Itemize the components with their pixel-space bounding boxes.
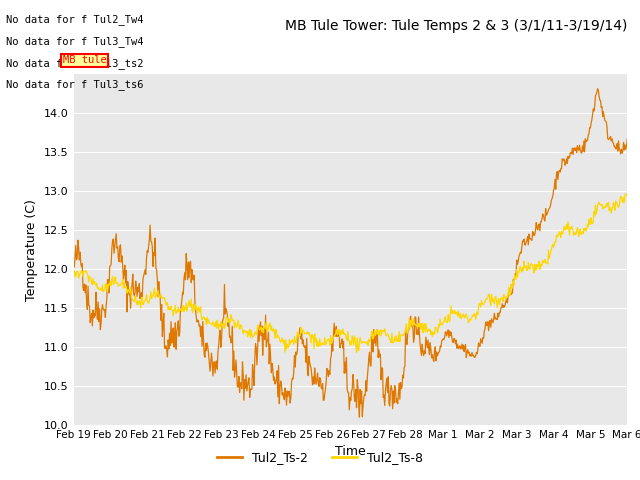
Tul2_Ts-8 xyxy=(623,193,631,199)
Line: Tul2_Ts-2: Tul2_Ts-2 xyxy=(74,89,627,417)
Text: No data for f Tul3_ts2: No data for f Tul3_ts2 xyxy=(6,58,144,69)
Text: No data for f Tul3_Tw4: No data for f Tul3_Tw4 xyxy=(6,36,144,47)
Tul2_Ts-8 xyxy=(70,276,77,282)
Tul2_Ts-2 xyxy=(264,337,271,343)
Tul2_Ts-8 xyxy=(439,320,447,325)
Tul2_Ts-2 xyxy=(237,380,244,385)
Tul2_Ts-2 xyxy=(408,324,416,329)
Tul2_Ts-8 xyxy=(264,329,271,335)
Tul2_Ts-2 xyxy=(356,414,364,420)
Tul2_Ts-8 xyxy=(623,191,630,197)
Tul2_Ts-2 xyxy=(134,289,142,295)
Text: MB tule: MB tule xyxy=(63,55,106,65)
Tul2_Ts-8 xyxy=(408,324,416,329)
Y-axis label: Temperature (C): Temperature (C) xyxy=(26,199,38,300)
Text: No data for f Tul3_ts6: No data for f Tul3_ts6 xyxy=(6,79,144,90)
Tul2_Ts-8 xyxy=(285,345,292,350)
Tul2_Ts-2 xyxy=(70,262,77,267)
Tul2_Ts-2 xyxy=(285,388,292,394)
Text: MB Tule Tower: Tule Temps 2 & 3 (3/1/11-3/19/14): MB Tule Tower: Tule Temps 2 & 3 (3/1/11-… xyxy=(285,19,627,33)
Line: Tul2_Ts-8: Tul2_Ts-8 xyxy=(74,194,627,352)
Tul2_Ts-8 xyxy=(134,301,142,307)
Tul2_Ts-8 xyxy=(353,349,360,355)
Legend: Tul2_Ts-2, Tul2_Ts-8: Tul2_Ts-2, Tul2_Ts-8 xyxy=(212,446,428,469)
Tul2_Ts-2 xyxy=(439,336,447,342)
Tul2_Ts-2 xyxy=(623,136,631,142)
Tul2_Ts-2 xyxy=(594,86,602,92)
Tul2_Ts-8 xyxy=(237,324,244,329)
Text: No data for f Tul2_Tw4: No data for f Tul2_Tw4 xyxy=(6,14,144,25)
X-axis label: Time: Time xyxy=(335,445,366,458)
